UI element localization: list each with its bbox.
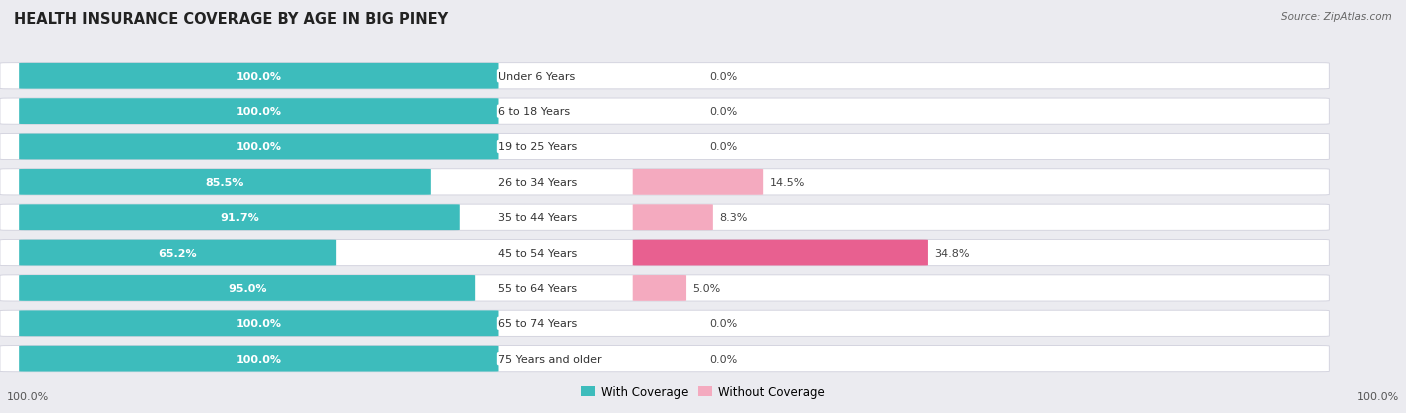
Text: 6 to 18 Years: 6 to 18 Years bbox=[499, 107, 571, 117]
Text: 65.2%: 65.2% bbox=[159, 248, 197, 258]
FancyBboxPatch shape bbox=[633, 169, 763, 195]
FancyBboxPatch shape bbox=[20, 240, 336, 266]
Text: Under 6 Years: Under 6 Years bbox=[499, 71, 575, 81]
FancyBboxPatch shape bbox=[633, 205, 713, 230]
Text: 5.0%: 5.0% bbox=[692, 283, 721, 293]
Text: 100.0%: 100.0% bbox=[1357, 392, 1399, 401]
FancyBboxPatch shape bbox=[20, 64, 499, 90]
FancyBboxPatch shape bbox=[0, 99, 1329, 125]
Text: 26 to 34 Years: 26 to 34 Years bbox=[499, 178, 578, 188]
Text: 85.5%: 85.5% bbox=[205, 178, 245, 188]
FancyBboxPatch shape bbox=[20, 134, 499, 160]
Text: 100.0%: 100.0% bbox=[236, 71, 281, 81]
FancyBboxPatch shape bbox=[0, 240, 1329, 266]
FancyBboxPatch shape bbox=[633, 240, 928, 266]
FancyBboxPatch shape bbox=[0, 64, 1329, 90]
FancyBboxPatch shape bbox=[0, 311, 1329, 337]
Text: 0.0%: 0.0% bbox=[710, 318, 738, 328]
Text: 75 Years and older: 75 Years and older bbox=[499, 354, 602, 364]
Text: 55 to 64 Years: 55 to 64 Years bbox=[499, 283, 578, 293]
FancyBboxPatch shape bbox=[633, 275, 686, 301]
Text: 100.0%: 100.0% bbox=[236, 107, 281, 117]
Text: 95.0%: 95.0% bbox=[228, 283, 266, 293]
Text: 14.5%: 14.5% bbox=[769, 178, 806, 188]
Text: 100.0%: 100.0% bbox=[236, 318, 281, 328]
Text: 91.7%: 91.7% bbox=[221, 213, 259, 223]
FancyBboxPatch shape bbox=[0, 204, 1329, 231]
Legend: With Coverage, Without Coverage: With Coverage, Without Coverage bbox=[576, 381, 830, 403]
FancyBboxPatch shape bbox=[0, 134, 1329, 160]
FancyBboxPatch shape bbox=[20, 99, 499, 125]
FancyBboxPatch shape bbox=[0, 346, 1329, 372]
Text: Source: ZipAtlas.com: Source: ZipAtlas.com bbox=[1281, 12, 1392, 22]
Text: 100.0%: 100.0% bbox=[7, 392, 49, 401]
FancyBboxPatch shape bbox=[20, 346, 499, 372]
Text: HEALTH INSURANCE COVERAGE BY AGE IN BIG PINEY: HEALTH INSURANCE COVERAGE BY AGE IN BIG … bbox=[14, 12, 449, 27]
Text: 19 to 25 Years: 19 to 25 Years bbox=[499, 142, 578, 152]
Text: 0.0%: 0.0% bbox=[710, 142, 738, 152]
Text: 34.8%: 34.8% bbox=[935, 248, 970, 258]
FancyBboxPatch shape bbox=[0, 169, 1329, 195]
Text: 45 to 54 Years: 45 to 54 Years bbox=[499, 248, 578, 258]
FancyBboxPatch shape bbox=[20, 169, 430, 195]
Text: 100.0%: 100.0% bbox=[236, 354, 281, 364]
Text: 0.0%: 0.0% bbox=[710, 354, 738, 364]
Text: 0.0%: 0.0% bbox=[710, 71, 738, 81]
FancyBboxPatch shape bbox=[20, 311, 499, 337]
Text: 65 to 74 Years: 65 to 74 Years bbox=[499, 318, 578, 328]
FancyBboxPatch shape bbox=[20, 275, 475, 301]
FancyBboxPatch shape bbox=[20, 205, 460, 230]
Text: 35 to 44 Years: 35 to 44 Years bbox=[499, 213, 578, 223]
Text: 0.0%: 0.0% bbox=[710, 107, 738, 117]
Text: 8.3%: 8.3% bbox=[720, 213, 748, 223]
FancyBboxPatch shape bbox=[0, 275, 1329, 301]
Text: 100.0%: 100.0% bbox=[236, 142, 281, 152]
